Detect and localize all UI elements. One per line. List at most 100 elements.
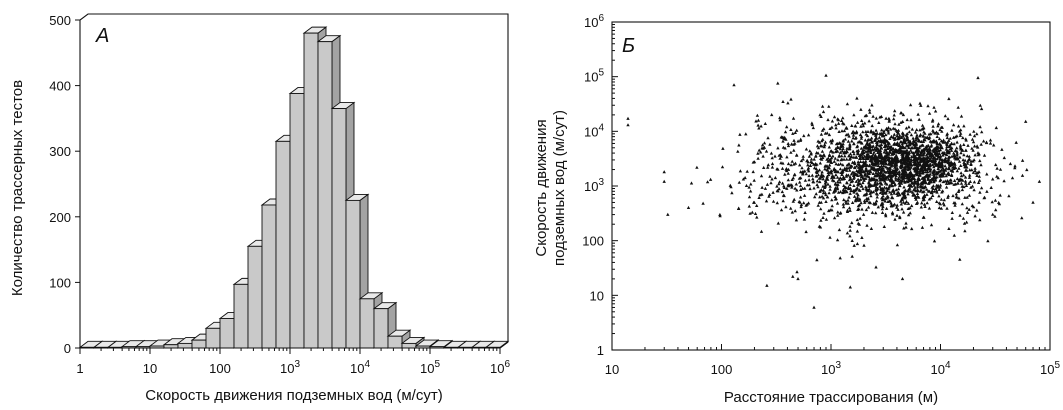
scatter-point: [945, 141, 949, 145]
scatter-point: [880, 210, 885, 214]
scatter-point: [931, 124, 935, 128]
scatter-point: [960, 202, 964, 206]
scatter-point: [919, 167, 923, 171]
scatter-point: [728, 183, 732, 187]
scatter-point: [832, 216, 837, 220]
histogram-bar-front: [261, 204, 277, 349]
scatter-point: [915, 149, 920, 153]
scatter-point: [828, 184, 832, 188]
scatter-point: [842, 198, 846, 202]
scatter-point: [898, 178, 903, 182]
scatter-x-tick-label: 105: [1040, 360, 1060, 377]
scatter-point: [816, 139, 820, 143]
scatter-point: [850, 200, 855, 204]
scatter-point: [795, 153, 799, 157]
scatter-point: [832, 166, 836, 170]
scatter-y-tick-label: 10: [590, 288, 604, 303]
scatter-point: [799, 137, 803, 141]
scatter-point: [779, 161, 783, 165]
scatter-point: [854, 135, 858, 139]
scatter-point: [960, 148, 964, 152]
scatter-point: [918, 170, 922, 174]
scatter-point: [859, 134, 864, 138]
scatter-point: [919, 185, 923, 189]
scatter-point: [820, 194, 824, 198]
scatter-point: [790, 185, 794, 189]
scatter-point: [916, 147, 920, 151]
scatter-point: [964, 183, 969, 187]
scatter-point: [892, 132, 896, 136]
scatter-point: [811, 180, 815, 184]
scatter-point: [958, 143, 963, 147]
scatter-point: [847, 195, 851, 199]
scatter-point: [957, 159, 962, 163]
scatter-point: [841, 144, 845, 148]
scatter-point: [883, 199, 887, 203]
scatter-point: [778, 116, 782, 120]
scatter-point: [870, 210, 875, 214]
scatter-point: [921, 126, 925, 130]
scatter-point: [896, 187, 901, 191]
scatter-point: [938, 183, 943, 187]
scatter-point: [977, 200, 981, 204]
histogram-bars: [78, 26, 510, 349]
scatter-point: [931, 169, 936, 173]
scatter-point: [981, 139, 986, 143]
scatter-point: [782, 185, 787, 189]
scatter-point: [959, 131, 963, 135]
scatter-point: [755, 203, 759, 207]
scatter-point: [906, 213, 911, 217]
scatter-point: [947, 167, 951, 171]
scatter-point: [907, 152, 911, 156]
scatter-point: [874, 148, 878, 152]
scatter-point: [825, 131, 829, 135]
scatter-point: [873, 180, 878, 184]
scatter-point: [902, 179, 906, 183]
scatter-point: [786, 184, 791, 188]
scatter-point: [884, 177, 888, 181]
scatter-point: [889, 176, 893, 180]
scatter-point: [852, 141, 856, 145]
scatter-point: [972, 144, 977, 148]
scatter-point: [747, 185, 751, 189]
scatter-point: [941, 139, 945, 143]
scatter-point: [795, 270, 799, 274]
scatter-point: [951, 194, 955, 198]
scatter-point: [924, 160, 929, 164]
scatter-point: [963, 175, 968, 179]
scatter-point: [965, 210, 970, 214]
scatter-point: [914, 172, 919, 176]
scatter-point: [955, 151, 959, 155]
scatter-point: [982, 153, 987, 157]
scatter-point: [874, 265, 878, 269]
scatter-point: [874, 185, 878, 189]
scatter-point: [819, 114, 823, 118]
scatter-point: [853, 162, 857, 166]
scatter-point: [865, 223, 869, 227]
scatter-point: [732, 83, 736, 87]
scatter-point: [845, 157, 849, 161]
scatter-point: [852, 113, 856, 117]
scatter-point: [912, 173, 916, 177]
scatter-point: [816, 146, 821, 150]
scatter-point: [967, 175, 972, 179]
scatter-point: [784, 169, 789, 173]
scatter-point: [853, 199, 858, 203]
scatter-point: [836, 213, 840, 217]
scatter-point: [957, 166, 961, 170]
scatter-point: [964, 220, 969, 224]
scatter-point: [967, 157, 972, 161]
scatter-point: [869, 158, 873, 162]
scatter-point: [816, 203, 820, 207]
scatter-point: [845, 208, 850, 212]
scatter-point: [962, 160, 966, 164]
scatter-point: [899, 198, 904, 202]
scatter-point: [847, 134, 851, 138]
scatter-point: [928, 157, 932, 161]
scatter-point: [906, 201, 911, 205]
scatter-point: [1014, 140, 1018, 144]
scatter-point: [940, 129, 944, 133]
scatter-point: [790, 183, 794, 187]
scatter-point: [852, 175, 856, 179]
scatter-point: [845, 102, 850, 106]
